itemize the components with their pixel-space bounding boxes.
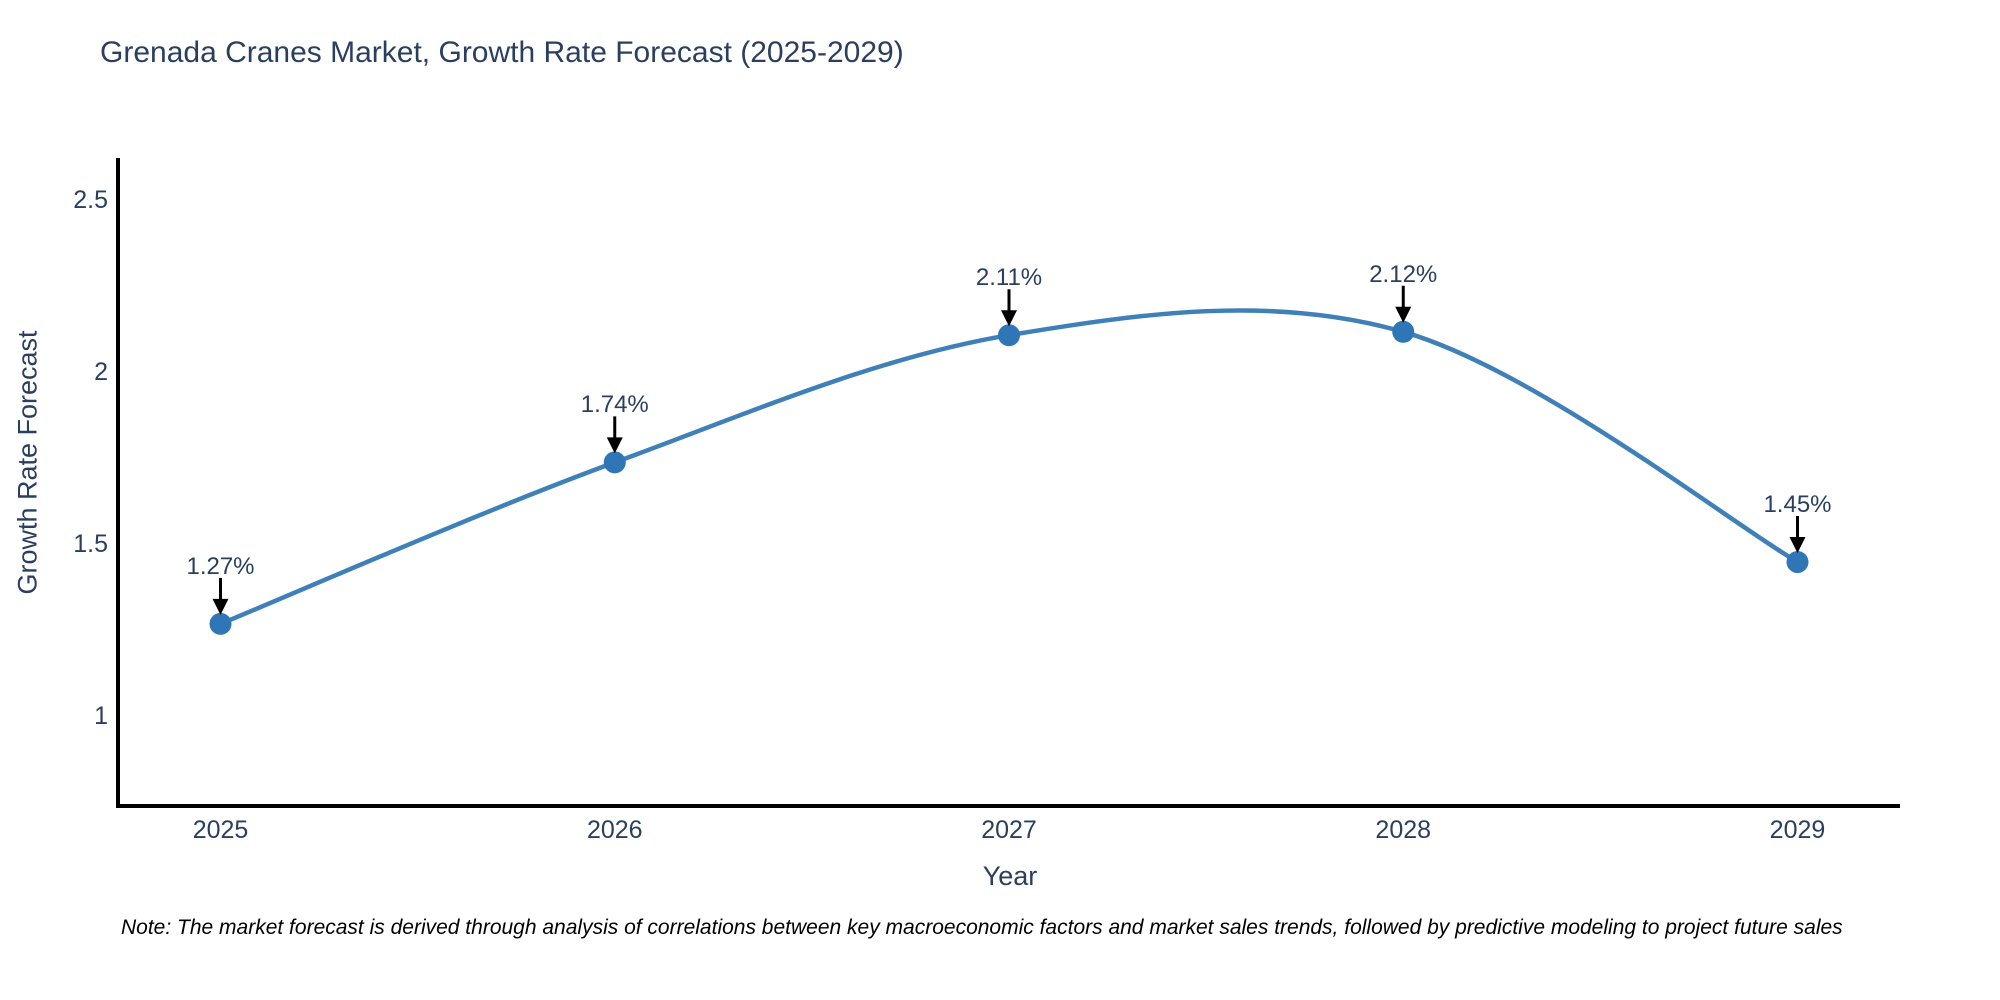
chart-title: Grenada Cranes Market, Growth Rate Forec… bbox=[100, 36, 904, 69]
data-point-marker bbox=[603, 451, 626, 474]
x-tick-label: 2028 bbox=[1375, 816, 1432, 844]
x-tick-label: 2025 bbox=[192, 816, 249, 844]
y-tick-label: 2.5 bbox=[73, 186, 108, 215]
x-tick-label: 2029 bbox=[1769, 816, 1826, 844]
x-tick-label: 2026 bbox=[586, 816, 643, 844]
annotation-arrowhead bbox=[1789, 537, 1806, 554]
data-point-marker bbox=[1786, 551, 1809, 574]
y-axis-title: Growth Rate Forecast bbox=[12, 330, 43, 595]
line-series bbox=[218, 308, 1800, 627]
x-tick-label: 2027 bbox=[981, 816, 1037, 844]
annotation-arrowhead bbox=[212, 598, 229, 615]
data-point-marker bbox=[1392, 320, 1415, 343]
annotation-label: 1.27% bbox=[186, 552, 255, 580]
annotation-label: 1.74% bbox=[580, 391, 649, 419]
y-tick-label: 1 bbox=[94, 701, 108, 730]
data-point-marker bbox=[209, 612, 232, 635]
x-axis-title: Year bbox=[982, 861, 1038, 891]
data-point-marker bbox=[998, 324, 1020, 347]
annotation-label: 1.45% bbox=[1763, 491, 1832, 519]
axis-spines bbox=[116, 158, 1900, 808]
y-tick-label: 1.5 bbox=[73, 529, 108, 558]
annotation-arrowhead bbox=[606, 437, 623, 454]
annotation-arrowhead bbox=[1395, 306, 1412, 323]
annotation-label: 2.12% bbox=[1369, 260, 1438, 288]
annotation-label: 2.11% bbox=[975, 264, 1043, 292]
footnote: Note: The market forecast is derived thr… bbox=[121, 916, 1843, 939]
annotation-arrowhead bbox=[1001, 310, 1017, 327]
y-tick-label: 2 bbox=[94, 358, 108, 387]
